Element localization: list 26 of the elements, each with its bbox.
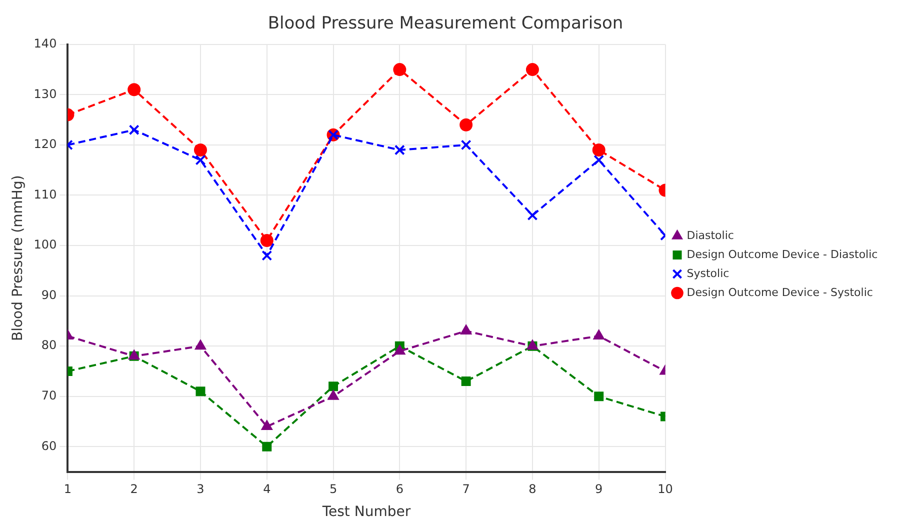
legend-label: Systolic — [686, 266, 730, 280]
x-tick-label: 2 — [130, 482, 138, 496]
x-tick-label: 5 — [329, 482, 338, 496]
x-axis-title: Test Number — [321, 504, 411, 520]
legend-label: Design Outcome Device - Systolic — [686, 286, 873, 299]
y-tick-label: 90 — [41, 288, 57, 302]
x-tick-label: 9 — [595, 482, 603, 496]
x-tick-label: 10 — [658, 482, 673, 496]
y-tick-label: 80 — [41, 338, 57, 352]
y-tick-label: 70 — [41, 388, 57, 402]
x-tick-label: 6 — [396, 482, 404, 496]
x-tick-label: 7 — [462, 482, 470, 496]
y-tick-label: 120 — [34, 137, 57, 152]
x-tick-label: 4 — [263, 482, 271, 496]
legend-label: Design Outcome Device - Diastolic — [686, 248, 878, 261]
x-tick-label: 8 — [528, 482, 536, 496]
y-tick-label: 100 — [34, 238, 57, 252]
x-tick-label: 3 — [196, 482, 204, 496]
legend-label: Diastolic — [686, 228, 734, 242]
y-tick-label: 110 — [34, 187, 57, 202]
x-tick-label: 1 — [64, 482, 72, 496]
y-tick-label: 60 — [41, 438, 57, 453]
y-axis-title: Blood Pressure (mmHg) — [10, 175, 26, 342]
chart-title: Blood Pressure Measurement Comparison — [268, 14, 624, 34]
y-tick-label: 140 — [34, 36, 57, 51]
y-tick-label: 130 — [34, 86, 57, 101]
